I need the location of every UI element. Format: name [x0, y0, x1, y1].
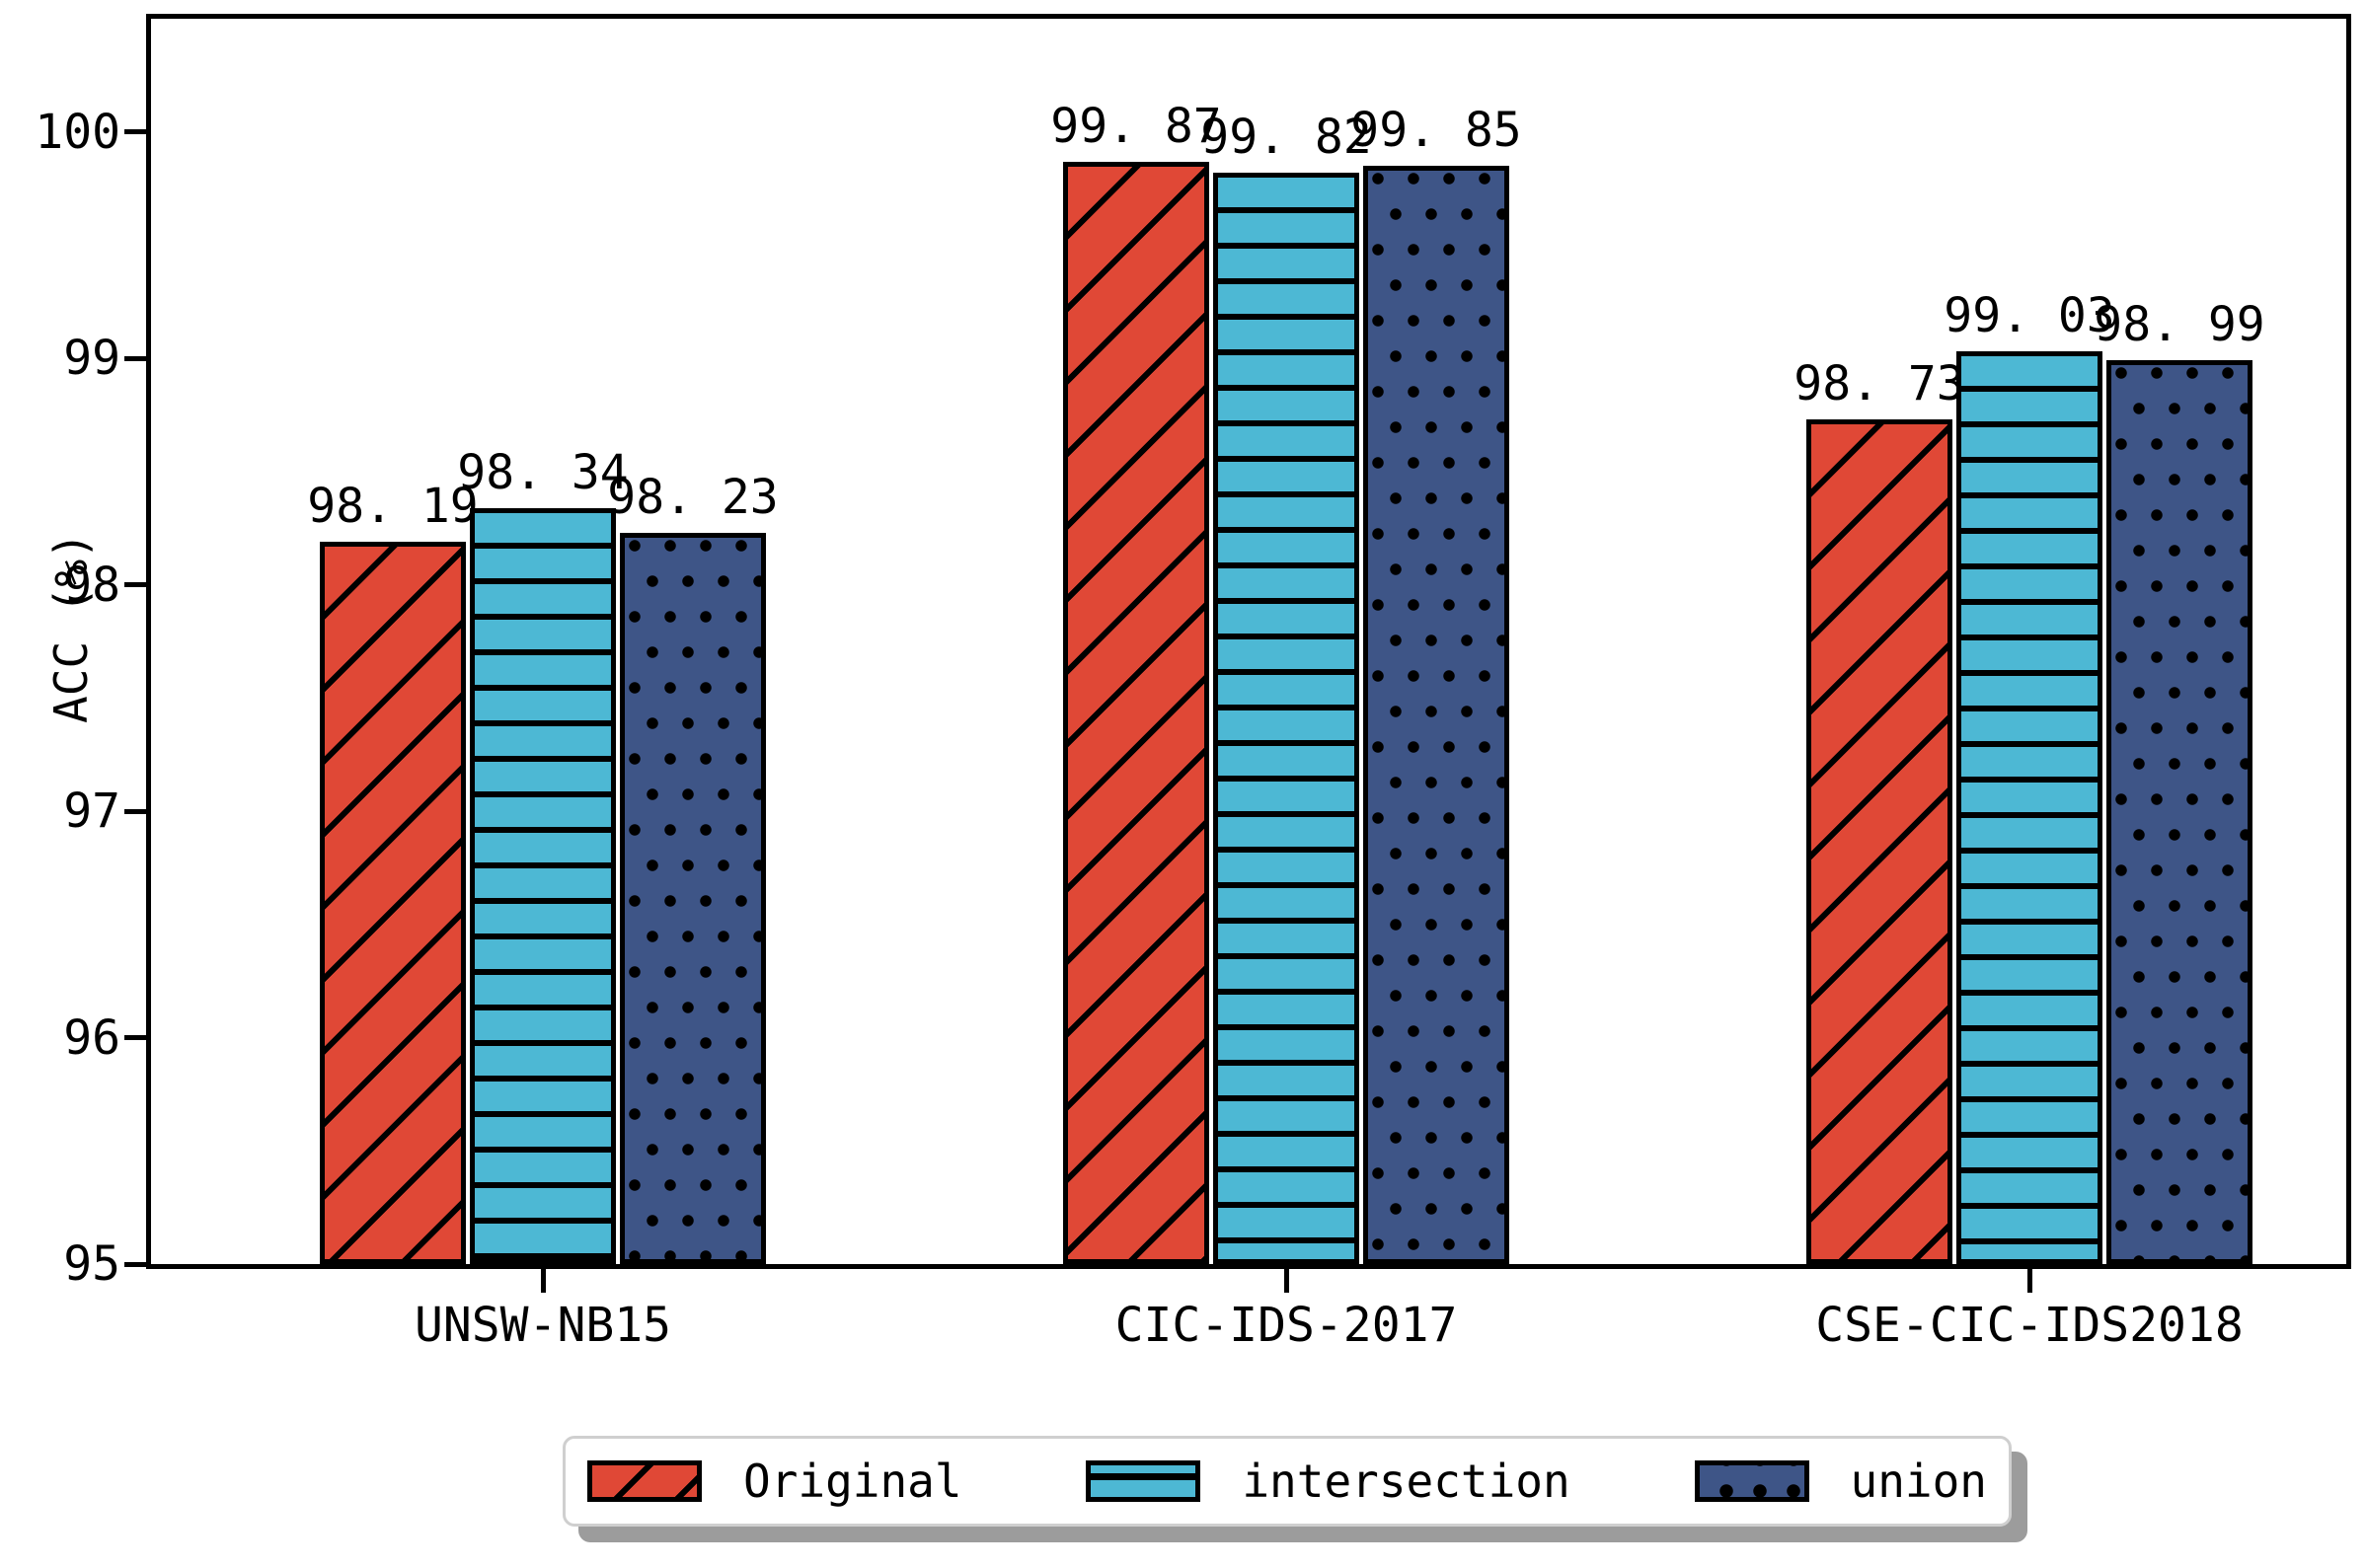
bar-value-label: 99. 85 [1350, 103, 1522, 159]
y-tick [124, 1035, 146, 1041]
bar-original-cse-cic-ids2018 [1806, 419, 1952, 1264]
bar-original-cic-ids-2017 [1063, 161, 1209, 1264]
legend-swatch-diagonal-icon [587, 1460, 702, 1502]
y-tick-label: 95 [63, 1236, 120, 1292]
x-tick [2026, 1269, 2032, 1293]
legend-item-original: Original [587, 1455, 962, 1508]
legend-item-union: union [1694, 1455, 1987, 1508]
y-tick-label: 99 [63, 331, 120, 387]
bar-intersection-cse-cic-ids2018 [1956, 351, 2102, 1264]
legend-label: Original [743, 1455, 962, 1508]
x-tick-label-2: CIC-IDS-2017 [1114, 1298, 1458, 1353]
plot-area: 98. 19 98. 34 98. 23 99. 87 99. 82 99. 85 98. … [146, 14, 2351, 1269]
bar-value-label: 98. 19 [307, 479, 479, 535]
bar-value-label: 99. 03 [1944, 288, 2115, 344]
bar-value-label: 98. 73 [1794, 356, 1965, 412]
bar-original-unsw-nb15 [320, 542, 466, 1264]
bar-intersection-unsw-nb15 [470, 507, 616, 1264]
x-tick [1283, 1269, 1289, 1293]
bar-value-label: 99. 87 [1050, 98, 1222, 154]
y-tick [124, 582, 146, 588]
bar-value-label: 98. 23 [607, 469, 779, 525]
y-tick-label: 100 [35, 104, 120, 160]
bar-value-label: 98. 34 [457, 444, 629, 500]
y-tick [124, 808, 146, 814]
x-tick [540, 1269, 546, 1293]
legend-swatch-horizontal-icon [1086, 1460, 1201, 1502]
bar-union-cic-ids-2017 [1363, 166, 1509, 1264]
y-tick [124, 1261, 146, 1267]
legend-label: union [1850, 1455, 1987, 1508]
x-tick-label-1: UNSW-NB15 [414, 1298, 672, 1353]
bar-union-cse-cic-ids2018 [2106, 360, 2252, 1264]
y-tick [124, 355, 146, 361]
y-axis-title: ACC (%) [44, 532, 98, 723]
legend-item-intersection: intersection [1086, 1455, 1570, 1508]
y-tick-label: 98 [63, 557, 120, 613]
bar-intersection-cic-ids-2017 [1213, 173, 1359, 1264]
legend-swatch-dots-icon [1694, 1460, 1809, 1502]
x-tick-label-3: CSE-CIC-IDS2018 [1815, 1298, 2244, 1353]
bar-value-label: 98. 99 [2094, 297, 2265, 353]
y-tick [124, 129, 146, 135]
bar-value-label: 99. 82 [1200, 110, 1372, 166]
legend-label: intersection [1242, 1455, 1570, 1508]
y-tick-label: 97 [63, 784, 120, 840]
y-tick-label: 96 [63, 1009, 120, 1066]
legend: Original intersection union [563, 1436, 2012, 1527]
bar-union-unsw-nb15 [620, 532, 766, 1264]
